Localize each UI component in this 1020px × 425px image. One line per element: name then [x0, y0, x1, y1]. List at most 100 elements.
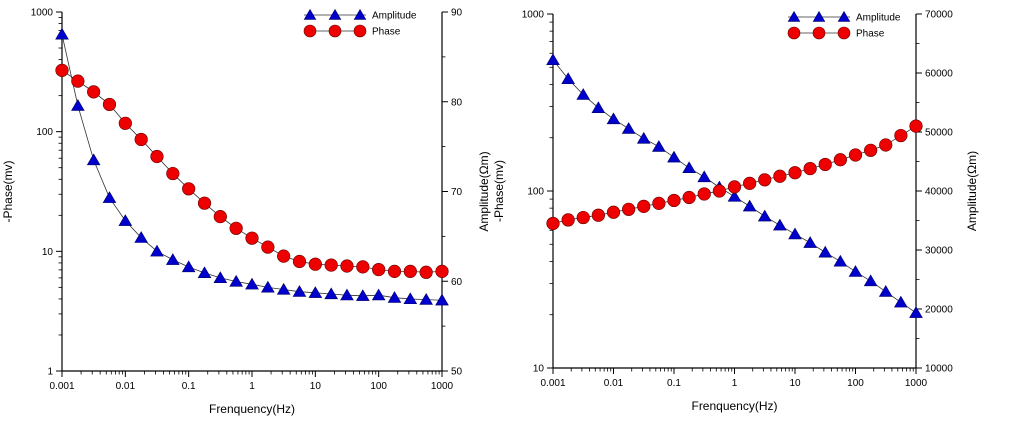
amplitude-point	[292, 285, 307, 297]
amplitude-point	[261, 280, 275, 293]
x-tick-label: 0.1	[182, 381, 196, 392]
legend-label: Amplitude	[856, 13, 901, 24]
amplitude-point	[546, 53, 560, 66]
amplitude-point	[403, 292, 418, 305]
amplitude-point	[165, 253, 180, 265]
phase-point	[71, 74, 85, 88]
amplitude-point	[878, 285, 893, 297]
amplitude-point	[863, 274, 878, 287]
amplitude-point	[833, 254, 848, 267]
phase-point	[197, 196, 212, 210]
amplitude-point	[667, 150, 681, 163]
amplitude-point	[742, 199, 757, 212]
amplitude-point	[652, 140, 666, 152]
phase-point	[894, 128, 908, 143]
series-line	[552, 125, 917, 224]
legend: Amplitude Phase	[787, 10, 901, 40]
amplitude-point	[818, 245, 833, 258]
amplitude-point	[606, 112, 621, 125]
legend-marker	[353, 8, 367, 20]
amplitude-point	[340, 288, 354, 301]
legend-marker	[353, 24, 367, 38]
y-right-tick-label: 10000	[925, 364, 953, 375]
y-right-tick-label: 40000	[925, 187, 953, 198]
phase-point	[324, 258, 338, 272]
phase-point	[652, 196, 666, 210]
amplitude-point	[197, 266, 212, 279]
amplitude-point	[848, 265, 863, 277]
x-tick-label: 1000	[905, 378, 928, 389]
amplitude-point	[757, 209, 772, 222]
y-right-tick-label: 30000	[925, 246, 953, 257]
legend-label: Amplitude	[372, 11, 417, 22]
y-left-axis-label: -Phase(mv)	[1, 160, 15, 222]
legend-label: Phase	[372, 27, 401, 38]
phase-point	[591, 208, 605, 222]
amplitude-point	[621, 122, 636, 134]
amplitude-point	[387, 291, 402, 303]
y-right-tick-label: 20000	[925, 305, 953, 316]
series-line	[61, 34, 443, 301]
y-left-tick-label: 1000	[31, 8, 54, 19]
amplitude-point	[150, 244, 164, 257]
x-tick-label: 0.01	[604, 378, 624, 389]
amplitude-point	[118, 214, 133, 226]
amplitude-point	[803, 236, 817, 248]
legend-marker	[303, 8, 317, 20]
amplitude-point	[229, 274, 243, 287]
y-right-tick-label: 60	[451, 277, 463, 288]
phase-point	[758, 173, 772, 187]
x-tick-label: 0.001	[49, 381, 74, 392]
x-axis-label: Frenquency(Hz)	[691, 399, 777, 413]
phase-point	[622, 202, 636, 216]
phase-point	[848, 148, 863, 162]
phase-point	[134, 132, 148, 147]
phase-point	[387, 264, 402, 278]
amplitude-point	[636, 131, 651, 144]
amplitude-point	[591, 101, 606, 113]
y-left-tick-label: 100	[36, 127, 53, 138]
phase-point	[879, 138, 893, 152]
phase-point	[229, 221, 243, 235]
amplitude-point	[435, 293, 449, 306]
amplitude-point	[245, 277, 259, 290]
x-tick-label: 0.01	[116, 381, 136, 392]
phase-point	[292, 254, 307, 269]
phase-point	[419, 265, 433, 279]
phase-point	[606, 205, 621, 219]
legend-marker	[837, 26, 851, 40]
amplitude-point	[773, 218, 787, 231]
amplitude-point	[371, 288, 386, 301]
x-tick-label: 1	[732, 378, 738, 389]
y-right-tick-label: 80	[451, 97, 463, 108]
phase-point	[818, 157, 832, 172]
amplitude-point	[55, 27, 69, 40]
phase-point	[87, 85, 101, 99]
phase-point	[743, 176, 757, 190]
x-tick-label: 1	[249, 381, 255, 392]
phase-point	[576, 210, 590, 225]
chart-1: 0.001 0.01 0.1 1 10 100 1000 1 10 100 1000 50 60 70 80…	[1, 8, 491, 417]
amplitude-point	[102, 191, 117, 203]
x-tick-label: 0.001	[540, 378, 565, 389]
phase-point	[788, 166, 802, 180]
phase-point	[356, 260, 370, 274]
series-amplitude	[55, 27, 449, 306]
y-left-tick-label: 1000	[522, 10, 545, 21]
amplitude-point	[181, 260, 196, 273]
phase-point	[261, 240, 275, 254]
amplitude-point	[71, 99, 85, 111]
x-tick-label: 0.1	[667, 378, 681, 389]
amplitude-point	[682, 161, 696, 174]
amplitude-point	[727, 189, 742, 202]
phase-point	[245, 231, 259, 245]
phase-point	[150, 149, 164, 164]
amplitude-point	[276, 282, 291, 295]
x-axis-label: Frenquency(Hz)	[209, 402, 295, 416]
phase-point	[682, 190, 696, 205]
x-tick-label: 100	[370, 381, 387, 392]
y-right-tick-label: 70	[451, 187, 463, 198]
phase-point	[546, 216, 560, 231]
phase-point	[102, 97, 117, 112]
phase-point	[803, 161, 817, 176]
